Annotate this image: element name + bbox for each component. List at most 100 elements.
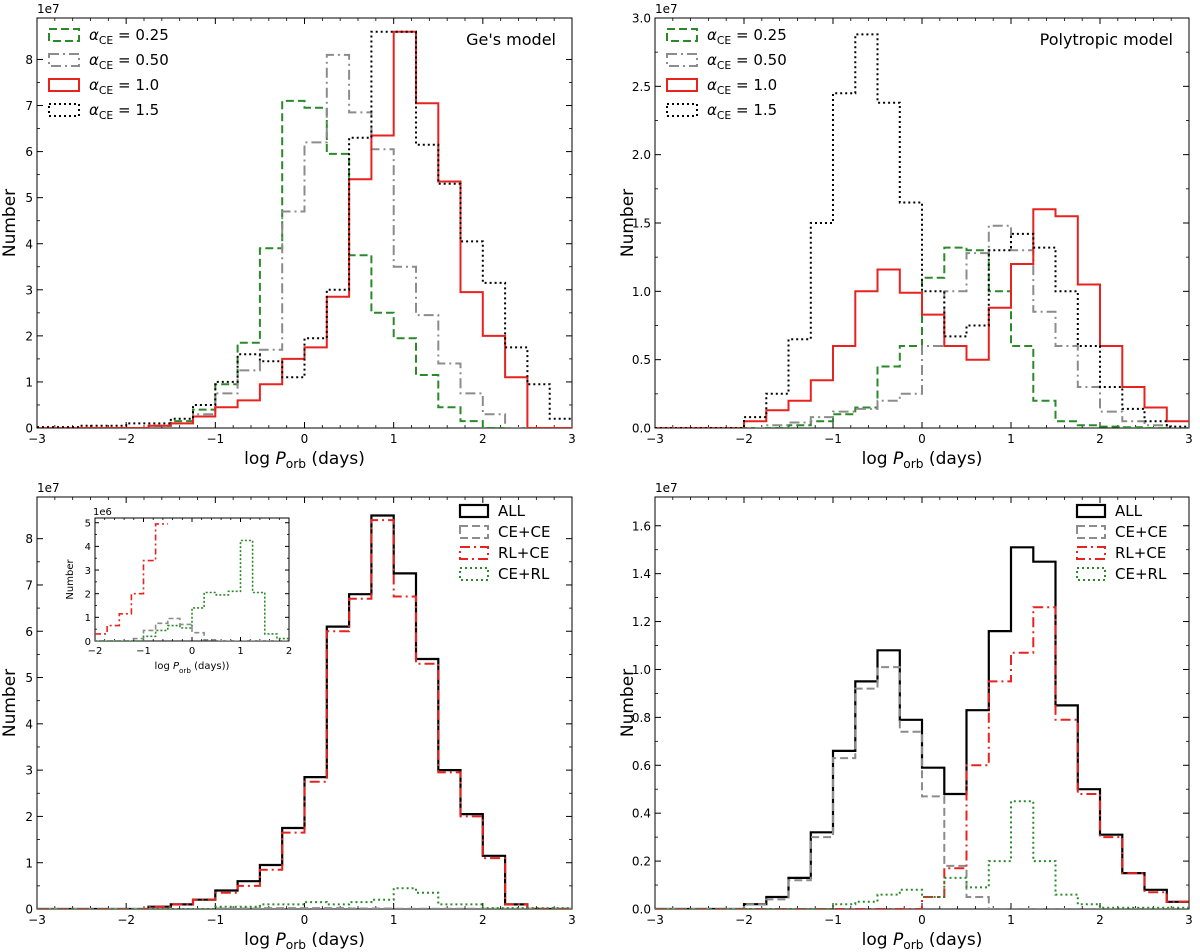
histogram-series-all (655, 546, 1189, 909)
legend-swatch (1076, 567, 1106, 581)
y-tick-label: 0.6 (632, 759, 651, 773)
y-tick-label: 8 (25, 53, 33, 67)
y-tick-label: 0.2 (632, 855, 651, 869)
histogram-series--ce-1-5 (37, 30, 572, 428)
legend-label: CE+RL (498, 565, 550, 583)
legend-swatch (666, 53, 698, 67)
x-tick-label: 1 (1007, 432, 1015, 446)
histogram-series-ce-ce (655, 666, 1189, 909)
legend-swatch (1076, 546, 1106, 560)
y-tick-label: 0.5 (632, 353, 651, 367)
y-tick-label: 5 (25, 191, 33, 205)
inset-x-axis-label: log Porb (days)) (155, 661, 230, 675)
legend-swatch (666, 28, 698, 42)
y-tick-label: 6 (25, 145, 33, 159)
x-tick-label: 1 (390, 913, 398, 927)
y-tick-label: 1.2 (632, 615, 651, 629)
x-tick-label: 2 (1096, 432, 1104, 446)
y-tick-label: 2.5 (632, 80, 651, 94)
panel-bottom-right: −3 −2 −1 0 1 2 3 0.0 0.2 0.4 0.6 0.8 1.0 1.2 1.4 1.6 1e7… (618, 481, 1193, 952)
legend-swatch (666, 78, 698, 92)
y-tick-label: 0.4 (632, 807, 651, 821)
x-tick-label: 1 (1007, 913, 1015, 927)
legend: ALL CE+CE RL+CE CE+RL (458, 502, 550, 583)
y-tick-label: 7 (25, 99, 33, 113)
series-group (37, 30, 572, 428)
axes-frame (654, 496, 1190, 910)
legend-swatch (459, 567, 489, 581)
histogram-series--ce-0-25 (655, 246, 1189, 428)
y-tick-label: 3 (25, 764, 33, 778)
inset-series-ce-ce (95, 617, 289, 641)
series-group (655, 546, 1189, 909)
legend-label: αCE = 0.50 (89, 51, 169, 72)
histogram-series--ce-1-5 (655, 33, 1189, 428)
x-axis-label: log Porb (days) (244, 930, 365, 952)
legend: αCE = 0.25 αCE = 0.50 αCE = 1.0 αCE = 1.5 (666, 26, 787, 122)
y-offset-label: 1e7 (37, 481, 60, 495)
histogram-series--ce-1-0 (37, 30, 572, 428)
inset-series-ce-rl (95, 539, 289, 641)
inset-x-tick-label: 2 (286, 646, 292, 657)
legend-swatch (666, 103, 698, 117)
x-tick-label: −3 (646, 913, 664, 927)
histogram-series--ce-1-0 (655, 208, 1189, 428)
y-tick-label: 3.0 (632, 12, 651, 26)
legend-label: ALL (498, 502, 526, 520)
x-tick-label: 0 (918, 913, 926, 927)
y-tick-label: 1.4 (632, 567, 651, 581)
inset-y-tick-label: 5 (85, 519, 91, 530)
legend-label: αCE = 0.25 (707, 26, 787, 47)
legend-label: ALL (1115, 502, 1143, 520)
x-tick-label: 2 (479, 913, 487, 927)
y-tick-label: 2.0 (632, 148, 651, 162)
y-offset-label: 1e7 (655, 2, 678, 16)
inset-y-tick-label: 1 (85, 613, 91, 624)
legend: αCE = 0.25 αCE = 0.50 αCE = 1.0 αCE = 1.5 (48, 26, 169, 122)
x-tick-label: −2 (117, 913, 135, 927)
histogram-series-ce-ce (37, 907, 572, 909)
x-tick-label: 2 (479, 432, 487, 446)
y-tick-label: 6 (25, 625, 33, 639)
panel-top-right: −3 −2 −1 0 1 2 3 0.0 0.5 1.0 1.5 2.0 2.5 3.0 1e7 log Po… (618, 2, 1193, 471)
y-tick-label: 0 (25, 422, 33, 436)
histogram-series-rl-ce (37, 519, 572, 909)
series-group (655, 33, 1189, 428)
x-tick-label: 3 (1185, 913, 1193, 927)
legend-label: αCE = 1.0 (707, 76, 777, 97)
y-tick-label: 8 (25, 532, 33, 546)
inset-series-rl-ce (95, 523, 168, 635)
series-group (37, 514, 572, 909)
y-tick-label: 1.0 (632, 663, 651, 677)
inset-offset-label: 1e6 (93, 507, 112, 518)
legend-label: CE+RL (1115, 565, 1167, 583)
inset-x-tick-label: 0 (189, 646, 195, 657)
legend-label: αCE = 0.25 (89, 26, 169, 47)
legend: ALL CE+CE RL+CE CE+RL (1075, 502, 1167, 583)
y-tick-label: 7 (25, 579, 33, 593)
histogram-series-ce-rl (655, 800, 1189, 909)
x-tick-label: −2 (735, 913, 753, 927)
y-tick-label: 1 (25, 375, 33, 389)
x-tick-label: −1 (824, 432, 842, 446)
x-tick-label: 0 (918, 432, 926, 446)
legend-swatch (48, 78, 80, 92)
legend-label: αCE = 0.50 (707, 51, 787, 72)
y-axis-label: Number (618, 189, 638, 257)
model-annotation: Polytropic model (1040, 30, 1173, 49)
x-tick-label: 2 (1096, 913, 1104, 927)
x-tick-label: −3 (28, 432, 46, 446)
inset-x-tick-label: −2 (88, 646, 103, 657)
inset-x-tick-label: −1 (136, 646, 151, 657)
y-tick-label: 2 (25, 329, 33, 343)
legend-label: αCE = 1.5 (89, 101, 159, 122)
inset-x-tick-label: 1 (237, 646, 243, 657)
legend-label: RL+CE (1115, 544, 1166, 562)
y-tick-label: 0.8 (632, 711, 651, 725)
x-tick-label: 3 (1185, 432, 1193, 446)
x-tick-label: 1 (390, 432, 398, 446)
y-tick-label: 1.6 (632, 519, 651, 533)
y-axis-label: Number (0, 189, 20, 257)
inset-y-tick-label: 0 (85, 637, 91, 648)
